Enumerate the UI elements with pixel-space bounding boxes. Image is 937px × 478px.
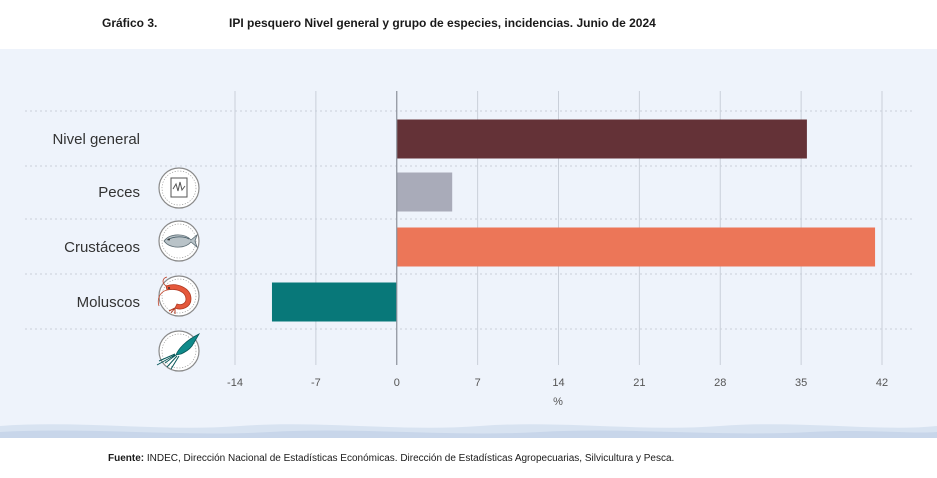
source-note: Fuente: INDEC, Dirección Nacional de Est… (108, 453, 674, 464)
squid-icon (156, 330, 201, 372)
category-label: Nivel general (52, 131, 140, 148)
x-tick-label: 35 (795, 377, 807, 389)
x-tick-label: -7 (311, 377, 321, 389)
chart-title: IPI pesquero Nivel general y grupo de es… (229, 16, 656, 30)
figure-label: Gráfico 3. (102, 16, 158, 30)
x-tick-label: 0 (394, 377, 400, 389)
category-icons (156, 167, 201, 372)
bars (271, 119, 876, 322)
x-tick-label: 28 (714, 377, 726, 389)
bar (396, 227, 876, 267)
x-tick-labels: -14 -7 0 7 14 21 28 35 42 (227, 377, 888, 389)
chart-panel: Nivel general Peces Crustáceos Moluscos (0, 49, 937, 438)
category-label: Peces (98, 184, 140, 201)
shrimp-icon (157, 275, 200, 317)
x-tick-label: -14 (227, 377, 243, 389)
wave-decoration (0, 424, 937, 438)
monitor-chart-icon (158, 167, 200, 209)
category-label: Crustáceos (64, 239, 140, 256)
x-tick-label: 21 (633, 377, 645, 389)
fish-icon (158, 220, 200, 262)
bar-chart: Nivel general Peces Crustáceos Moluscos (0, 91, 937, 438)
category-labels: Nivel general Peces Crustáceos Moluscos (52, 131, 140, 311)
x-tick-label: 42 (876, 377, 888, 389)
x-tick-label: 7 (475, 377, 481, 389)
x-axis-label: % (553, 396, 563, 408)
x-tick-label: 14 (552, 377, 564, 389)
bar (396, 119, 807, 159)
bar (271, 282, 397, 322)
source-label: Fuente: (108, 453, 145, 464)
bar (396, 172, 453, 212)
chart-header: Gráfico 3. IPI pesquero Nivel general y … (0, 16, 937, 36)
category-label: Moluscos (77, 294, 140, 311)
source-text: INDEC, Dirección Nacional de Estadística… (146, 453, 675, 464)
